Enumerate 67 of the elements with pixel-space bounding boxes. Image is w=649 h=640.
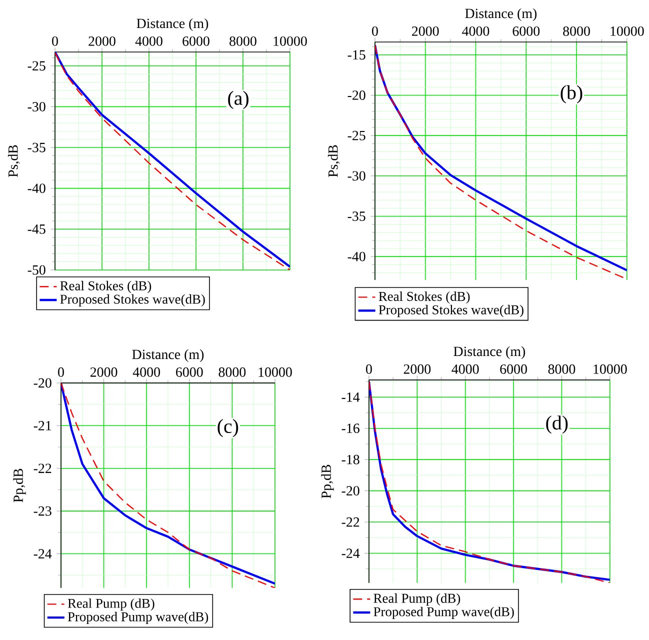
annotation: (d) — [546, 416, 568, 434]
annotation: (b) — [560, 85, 582, 104]
x-tick-label: 8000 — [218, 367, 246, 377]
y-tick-label: -20 — [34, 378, 52, 388]
x-axis-title: Distance (m) — [465, 8, 537, 22]
legend-label: Proposed Pump wave(dB) — [374, 606, 514, 620]
y-axis-title: Pp,dB — [13, 468, 26, 502]
x-tick-label: 8000 — [230, 36, 256, 46]
y-tick-label: -35 — [348, 212, 366, 221]
y-tick-label: -23 — [34, 506, 52, 516]
y-tick-label: -22 — [34, 464, 52, 474]
y-tick-label: -25 — [28, 61, 46, 71]
x-tick-label: 6000 — [512, 26, 540, 36]
y-tick-label: -24 — [34, 549, 52, 558]
y-tick-label: -16 — [342, 424, 360, 434]
x-tick-label: 6000 — [182, 36, 210, 46]
y-tick-label: -24 — [342, 548, 360, 558]
x-tick-label: 2000 — [412, 26, 439, 36]
x-tick-label: 0 — [58, 367, 64, 377]
y-tick-label: -21 — [34, 421, 52, 430]
x-tick-label: 4000 — [135, 36, 162, 46]
x-axis-title: Distance (m) — [132, 349, 204, 362]
x-tick-label: 0 — [366, 364, 372, 374]
y-tick-label: -15 — [348, 50, 366, 60]
legend-label: Proposed Stokes wave(dB) — [378, 304, 524, 318]
x-tick-label: 0 — [52, 36, 58, 46]
y-axis-title: Ps,dB — [328, 145, 340, 178]
y-tick-label: -30 — [28, 102, 46, 112]
x-axis-title: Distance (m) — [136, 18, 208, 32]
y-tick-label: -40 — [28, 184, 46, 194]
legend-label: Real Pump (dB) — [68, 598, 154, 611]
y-tick-label: -20 — [348, 90, 366, 100]
y-tick-label: -20 — [342, 486, 360, 496]
x-tick-label: 6000 — [176, 367, 203, 377]
x-tick-label: 6000 — [500, 364, 527, 374]
x-tick-label: 0 — [372, 26, 378, 36]
legend-label: Proposed Stokes wave(dB) — [60, 294, 205, 307]
x-tick-label: 10000 — [594, 364, 627, 374]
x-tick-label: 4000 — [452, 364, 479, 374]
legend-label: Proposed Pump wave(dB) — [68, 612, 208, 624]
x-tick-label: 2000 — [404, 364, 431, 374]
x-tick-label: 10000 — [274, 36, 307, 46]
y-tick-label: -18 — [342, 454, 360, 464]
x-tick-label: 8000 — [548, 364, 576, 374]
y-tick-label: -50 — [28, 265, 46, 275]
y-tick-label: -30 — [348, 171, 366, 181]
x-tick-label: 4000 — [132, 367, 160, 377]
y-axis-title: Pp,dB — [321, 464, 334, 498]
x-tick-label: 2000 — [88, 36, 116, 46]
y-tick-label: -25 — [348, 130, 366, 140]
y-tick-label: -40 — [348, 252, 366, 262]
annotation: (a) — [228, 90, 248, 110]
y-tick-label: -45 — [28, 224, 46, 234]
legend-label: Real Pump (dB) — [374, 593, 460, 606]
legend-label: Real Stokes (dB) — [60, 280, 152, 294]
y-axis-title: Ps,dB — [8, 145, 20, 178]
y-tick-label: -35 — [28, 142, 46, 152]
x-tick-label: 8000 — [563, 26, 590, 36]
annotation: (c) — [218, 419, 238, 438]
x-tick-label: 2000 — [90, 367, 118, 377]
y-tick-label: -22 — [342, 517, 360, 527]
y-tick-label: -14 — [342, 392, 360, 402]
x-tick-label: 10000 — [258, 367, 292, 377]
legend-label: Real Stokes (dB) — [378, 292, 470, 304]
x-tick-label: 10000 — [610, 26, 644, 36]
x-tick-label: 4000 — [462, 26, 490, 36]
x-axis-title: Distance (m) — [454, 346, 526, 359]
